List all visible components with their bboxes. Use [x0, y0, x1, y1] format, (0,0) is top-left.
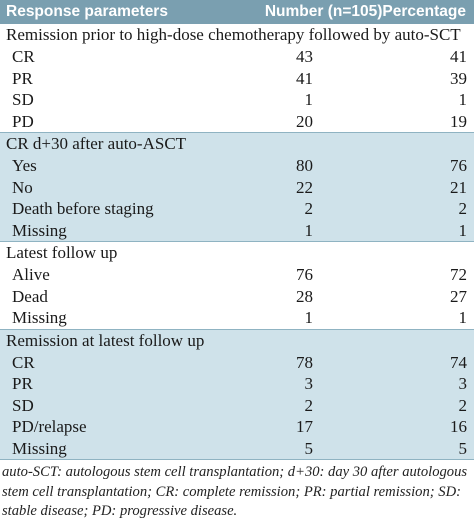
row-number: 1: [304, 220, 314, 240]
table-row: Missing 1 1: [0, 307, 474, 329]
table-row: PD 20 19: [0, 111, 474, 133]
row-percentage: 19: [450, 111, 467, 131]
row-percentage: 3: [458, 374, 468, 393]
row-label: Alive: [12, 265, 50, 284]
table-row: Death before staging 2 2: [0, 198, 474, 220]
row-number: 78: [296, 352, 313, 372]
row-number: 2: [304, 395, 314, 415]
row-percentage: 27: [450, 286, 467, 306]
row-label: Yes: [12, 156, 37, 175]
table-row: SD 2 2: [0, 395, 474, 417]
table-row: PR 41 39: [0, 68, 474, 90]
table-section: Remission prior to high-dose chemotherap…: [0, 24, 474, 133]
header-percentage: Percentage: [382, 3, 466, 20]
row-label: PR: [12, 68, 33, 88]
row-label: Missing: [12, 438, 67, 458]
header-number: Number (n=105): [264, 3, 383, 20]
row-label: PR: [12, 374, 33, 393]
row-label: No: [12, 177, 33, 197]
row-percentage: 16: [450, 417, 467, 436]
row-percentage: 21: [450, 177, 467, 197]
row-label: CR: [12, 47, 35, 66]
table-section: Latest follow up Alive 76 72 Dead 28 27 Missing…: [0, 242, 474, 330]
table-section: Remission at latest follow up CR 78 74 PR 3 3 S…: [0, 329, 474, 460]
table-row: PR 3 3: [0, 373, 474, 395]
table-row: PD/relapse 17 16: [0, 416, 474, 438]
row-number: 28: [296, 286, 313, 306]
table-row: Missing 5 5: [0, 438, 474, 460]
table-footnote: auto-SCT: autologous stem cell transplan…: [2, 464, 468, 519]
section-title: Remission at latest follow up: [6, 330, 205, 350]
row-number: 76: [296, 265, 313, 284]
table-section: CR d+30 after auto-ASCT Yes 80 76 No 22 21 Deat…: [0, 133, 474, 242]
row-label: Death before staging: [12, 199, 154, 218]
row-number: 3: [304, 374, 314, 393]
row-number: 22: [296, 177, 313, 197]
response-table: Response parameters Number (n=105) Perce…: [0, 0, 474, 460]
row-percentage: 1: [458, 220, 468, 240]
table-row: CR 78 74: [0, 352, 474, 374]
row-percentage: 39: [450, 68, 467, 88]
table-row: Dead 28 27: [0, 286, 474, 308]
row-percentage: 2: [458, 395, 468, 415]
row-number: 2: [304, 199, 314, 218]
table-row: SD 1 1: [0, 89, 474, 111]
row-percentage: 1: [458, 90, 468, 109]
row-number: 1: [304, 90, 314, 109]
row-label: PD: [12, 111, 34, 131]
row-number: 41: [296, 68, 313, 88]
table-row: No 22 21: [0, 177, 474, 199]
row-percentage: 74: [450, 352, 467, 372]
row-number: 5: [304, 438, 314, 458]
table-row: Missing 1 1: [0, 220, 474, 242]
header-response-parameters: Response parameters: [6, 3, 168, 20]
row-number: 1: [304, 308, 314, 327]
row-percentage: 2: [458, 199, 468, 218]
row-label: SD: [12, 90, 34, 109]
row-number: 17: [296, 417, 313, 436]
row-label: CR: [12, 352, 35, 372]
row-percentage: 76: [450, 156, 467, 175]
row-percentage: 5: [458, 438, 468, 458]
row-percentage: 72: [450, 265, 467, 284]
section-title: Latest follow up: [6, 243, 118, 262]
table-row: CR 43 41: [0, 46, 474, 68]
row-label: Missing: [12, 308, 67, 327]
table-row: Yes 80 76: [0, 155, 474, 177]
row-label: SD: [12, 395, 34, 415]
table-body: Remission prior to high-dose chemotherap…: [0, 24, 474, 460]
section-title: Remission prior to high-dose chemotherap…: [6, 25, 461, 44]
row-number: 80: [296, 156, 313, 175]
row-label: Dead: [12, 286, 48, 306]
row-number: 43: [296, 47, 313, 66]
table-header: Response parameters Number (n=105) Perce…: [0, 0, 474, 24]
row-label: PD/relapse: [12, 417, 87, 436]
row-percentage: 1: [458, 308, 468, 327]
row-label: Missing: [12, 220, 67, 240]
row-percentage: 41: [450, 47, 467, 66]
row-number: 20: [296, 111, 313, 131]
table-row: Alive 76 72: [0, 264, 474, 286]
section-title: CR d+30 after auto-ASCT: [6, 134, 187, 153]
